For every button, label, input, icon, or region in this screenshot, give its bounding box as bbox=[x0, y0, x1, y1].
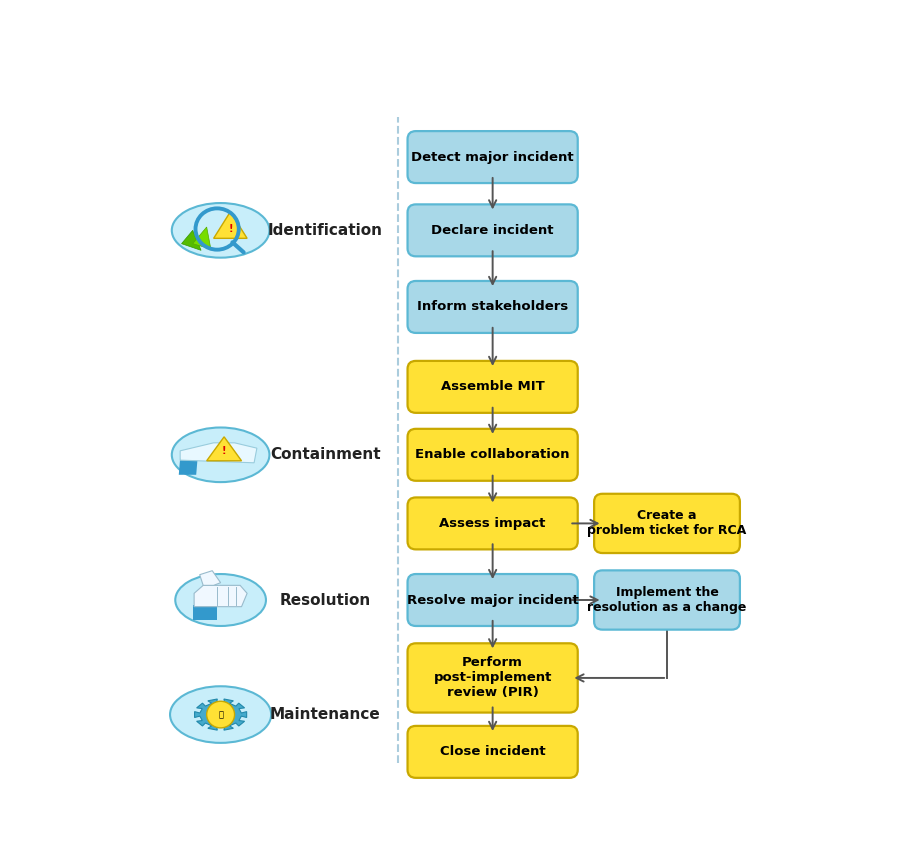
Text: Maintenance: Maintenance bbox=[270, 707, 381, 722]
Text: Assemble MIT: Assemble MIT bbox=[441, 381, 544, 394]
FancyBboxPatch shape bbox=[408, 361, 578, 413]
Text: Implement the
resolution as a change: Implement the resolution as a change bbox=[588, 586, 747, 614]
Polygon shape bbox=[200, 571, 220, 586]
Circle shape bbox=[207, 702, 235, 727]
FancyBboxPatch shape bbox=[408, 726, 578, 778]
Polygon shape bbox=[194, 586, 248, 606]
Text: Declare incident: Declare incident bbox=[431, 224, 554, 237]
FancyBboxPatch shape bbox=[408, 281, 578, 333]
Text: 🔧: 🔧 bbox=[218, 710, 223, 719]
Text: Assess impact: Assess impact bbox=[439, 517, 545, 530]
Polygon shape bbox=[193, 227, 211, 249]
Text: Detect major incident: Detect major incident bbox=[411, 151, 574, 163]
Text: Containment: Containment bbox=[270, 447, 381, 462]
Text: Identification: Identification bbox=[267, 223, 382, 238]
Polygon shape bbox=[182, 230, 201, 250]
Text: Create a
problem ticket for RCA: Create a problem ticket for RCA bbox=[588, 509, 747, 537]
FancyBboxPatch shape bbox=[408, 204, 578, 256]
Ellipse shape bbox=[170, 686, 271, 743]
Text: Resolution: Resolution bbox=[280, 593, 371, 607]
FancyBboxPatch shape bbox=[594, 494, 740, 553]
Text: Inform stakeholders: Inform stakeholders bbox=[417, 300, 568, 313]
Text: Enable collaboration: Enable collaboration bbox=[416, 448, 570, 461]
FancyBboxPatch shape bbox=[408, 574, 578, 626]
FancyBboxPatch shape bbox=[408, 429, 578, 481]
FancyBboxPatch shape bbox=[594, 570, 740, 630]
Text: !: ! bbox=[228, 224, 232, 234]
Polygon shape bbox=[180, 443, 256, 463]
FancyBboxPatch shape bbox=[408, 131, 578, 183]
Ellipse shape bbox=[176, 574, 266, 626]
Text: !: ! bbox=[222, 446, 227, 457]
Ellipse shape bbox=[172, 427, 269, 482]
Text: Perform
post-implement
review (PIR): Perform post-implement review (PIR) bbox=[434, 657, 552, 700]
Polygon shape bbox=[179, 458, 198, 475]
Text: Close incident: Close incident bbox=[440, 746, 545, 759]
FancyBboxPatch shape bbox=[408, 644, 578, 713]
Polygon shape bbox=[193, 606, 217, 620]
Polygon shape bbox=[213, 212, 248, 239]
Polygon shape bbox=[194, 699, 247, 730]
FancyBboxPatch shape bbox=[408, 497, 578, 549]
Text: Resolve major incident: Resolve major incident bbox=[407, 593, 579, 606]
Polygon shape bbox=[207, 437, 241, 461]
Ellipse shape bbox=[172, 203, 269, 258]
